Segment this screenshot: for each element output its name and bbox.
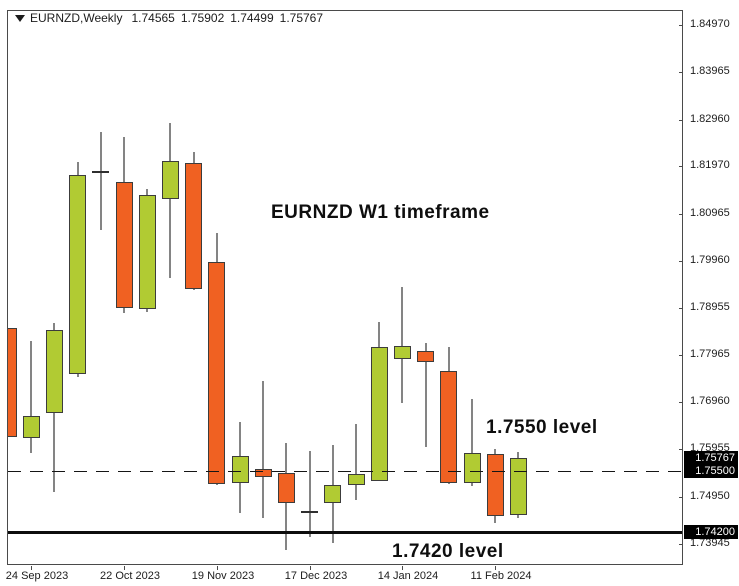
candle-body	[509, 458, 527, 515]
price-axis-tick	[679, 308, 683, 309]
ohlc-high: 1.75902	[180, 11, 225, 25]
candle-body	[185, 162, 203, 290]
level-line-1.755[interactable]	[8, 470, 682, 472]
price-axis-label: 1.77965	[690, 348, 730, 360]
price-axis-label: 1.73945	[690, 537, 730, 549]
candle-wick	[169, 122, 172, 278]
date-axis-label: 19 Nov 2023	[191, 570, 255, 582]
price-axis-tick	[679, 214, 683, 215]
price-axis[interactable]: 1.84970 1.83965 1.82960 1.81970 1.80965 1.799…	[679, 0, 739, 586]
price-axis-label: 1.78955	[690, 301, 730, 313]
candle-body	[347, 474, 365, 485]
candle-body	[324, 484, 342, 503]
candle-body	[115, 181, 133, 308]
date-axis-tick	[310, 566, 311, 570]
candle-body	[440, 371, 458, 484]
chart-annotation: 1.7420 level	[392, 541, 504, 562]
ohlc-low: 1.74499	[230, 11, 274, 25]
date-axis-tick	[402, 566, 403, 570]
candle-body	[277, 472, 295, 503]
date-axis[interactable]: 24 Sep 2023 22 Oct 2023 19 Nov 2023 17 Dec …	[0, 565, 739, 586]
price-axis-tick	[679, 25, 683, 26]
date-axis-tick	[495, 566, 496, 570]
candle-body	[254, 468, 272, 477]
candle-body	[161, 161, 179, 199]
candle-body	[417, 350, 435, 363]
candle-doji-bar	[301, 510, 319, 513]
date-axis-label: 24 Sep 2023	[5, 570, 69, 582]
price-axis-label: 1.80965	[690, 207, 730, 219]
candle-wick	[401, 287, 404, 403]
ohlc-open: 1.74565	[131, 11, 175, 25]
price-axis-tick	[679, 544, 683, 545]
candle-wick	[355, 423, 357, 500]
candle-body	[69, 175, 87, 374]
candle-body	[463, 452, 481, 484]
price-axis-tick	[679, 120, 683, 121]
date-axis-label: 14 Jan 2024	[377, 570, 439, 582]
price-axis-tick	[679, 355, 683, 356]
candle-wick	[30, 340, 33, 453]
candle-body	[8, 328, 17, 437]
price-axis-label: 1.79960	[690, 254, 730, 266]
price-axis-label: 1.83965	[690, 65, 730, 77]
candle-wick	[471, 398, 473, 486]
price-axis-label: 1.76960	[690, 395, 730, 407]
date-axis-tick	[217, 566, 218, 570]
candle-body	[393, 346, 411, 359]
chart-symbol-timeframe: EURNZD,Weekly	[30, 11, 123, 25]
candle-body	[45, 330, 63, 413]
level-line-1.742[interactable]	[8, 530, 682, 534]
chart-title-row: EURNZD,Weekly 1.74565 1.75902 1.74499 1.…	[15, 11, 329, 25]
candle-body	[486, 453, 504, 516]
candle-body	[370, 346, 388, 482]
candle-wick	[262, 380, 265, 518]
price-tag-current-bid: 1.75767	[684, 451, 738, 465]
price-axis-label: 1.74950	[690, 490, 730, 502]
candle-body	[22, 415, 40, 438]
candle-body	[208, 261, 226, 484]
price-axis-label: 1.84970	[690, 18, 730, 30]
price-axis-tick	[679, 261, 683, 262]
candle-wick	[424, 342, 427, 447]
price-axis-label: 1.82960	[690, 113, 730, 125]
date-axis-tick	[31, 566, 32, 570]
chart-annotation: 1.7550 level	[486, 417, 598, 438]
chart-annotation: EURNZD W1 timeframe	[271, 202, 490, 223]
price-tag-support-level: 1.75500	[684, 464, 738, 478]
price-axis-tick	[679, 449, 683, 450]
price-axis-tick	[679, 72, 683, 73]
date-axis-tick	[124, 566, 125, 570]
price-axis-tick	[679, 166, 683, 167]
candle-body	[231, 455, 249, 484]
date-axis-label: 11 Feb 2024	[470, 570, 532, 582]
price-axis-label: 1.81970	[690, 159, 730, 171]
symbol-dropdown-icon[interactable]	[15, 14, 25, 22]
price-axis-tick	[679, 497, 683, 498]
candle-body	[138, 194, 156, 309]
candle-wick	[308, 451, 311, 537]
candle-doji-bar	[92, 171, 110, 174]
chart-plot-area[interactable]: EURNZD W1 timeframe 1.7550 level 1.7420 le…	[8, 11, 682, 564]
price-tag-support-level: 1.74200	[684, 525, 738, 539]
date-axis-label: 17 Dec 2023	[284, 570, 348, 582]
price-axis-tick	[679, 402, 683, 403]
ohlc-close: 1.75767	[279, 11, 324, 25]
date-axis-label: 22 Oct 2023	[100, 570, 160, 582]
candle-wick	[99, 131, 102, 230]
